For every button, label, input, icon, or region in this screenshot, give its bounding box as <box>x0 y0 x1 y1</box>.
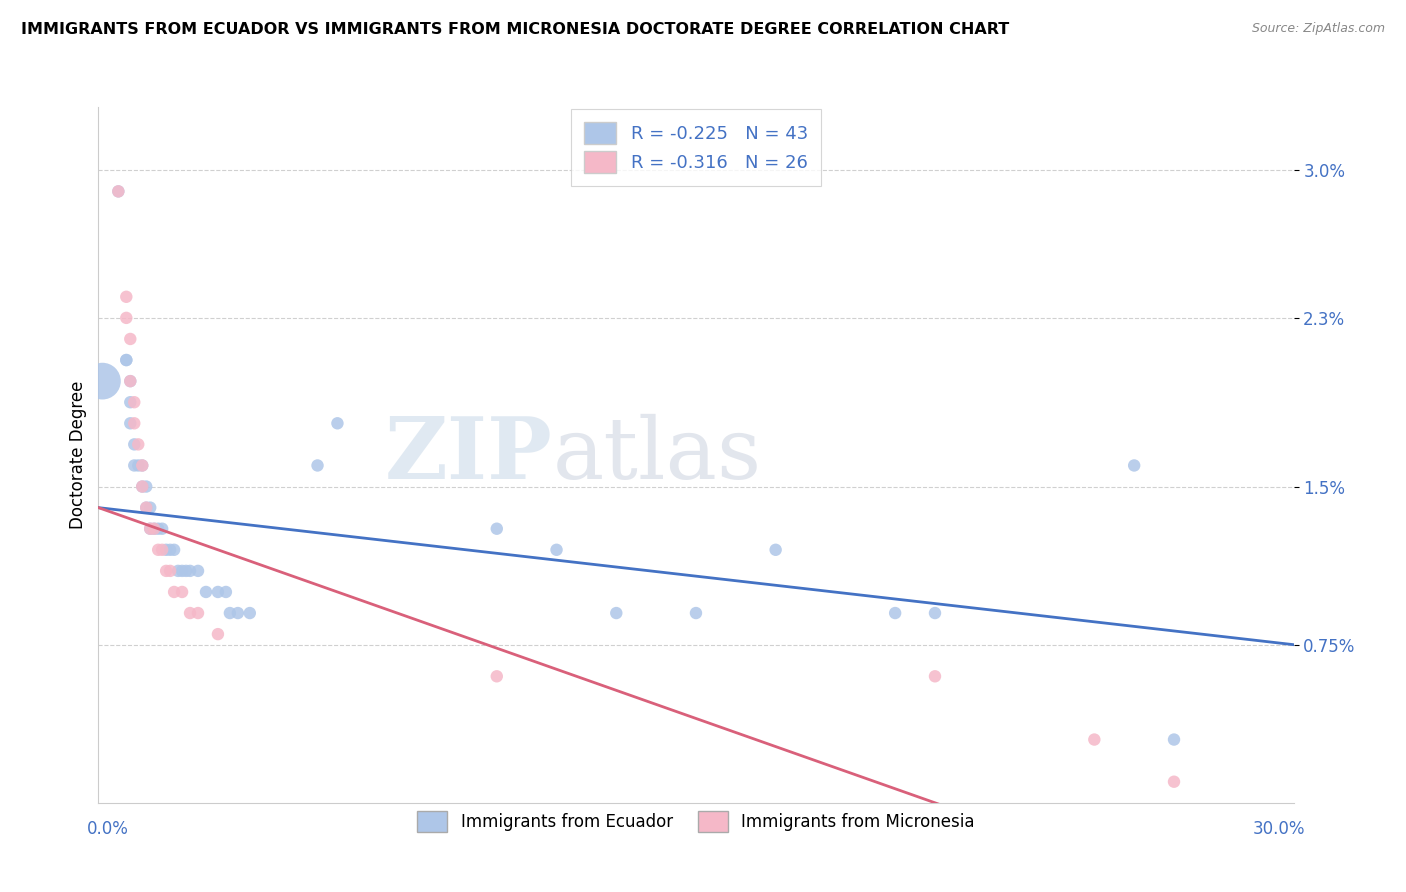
Text: 0.0%: 0.0% <box>87 821 128 838</box>
Point <box>139 522 162 536</box>
Point <box>179 564 201 578</box>
Point <box>226 606 249 620</box>
Point <box>124 458 146 473</box>
Point <box>1163 732 1185 747</box>
Point <box>131 479 153 493</box>
Point <box>124 437 146 451</box>
Point <box>124 395 146 409</box>
Point <box>215 585 238 599</box>
Point <box>485 522 508 536</box>
Point <box>124 417 146 431</box>
Point <box>120 395 142 409</box>
Point <box>135 500 157 515</box>
Point <box>131 458 153 473</box>
Point <box>207 627 229 641</box>
Point <box>155 542 177 557</box>
Point <box>120 374 142 388</box>
Point <box>1083 732 1105 747</box>
Point <box>924 669 946 683</box>
Point <box>115 290 138 304</box>
Point <box>924 606 946 620</box>
Point <box>127 437 149 451</box>
Point <box>167 564 190 578</box>
Point <box>135 500 157 515</box>
Point <box>1123 458 1146 473</box>
Point <box>172 564 194 578</box>
Point <box>143 522 166 536</box>
Point <box>150 542 173 557</box>
Text: atlas: atlas <box>553 413 762 497</box>
Point <box>115 353 138 368</box>
Point <box>307 458 329 473</box>
Point <box>120 417 142 431</box>
Point <box>107 185 129 199</box>
Y-axis label: Doctorate Degree: Doctorate Degree <box>69 381 87 529</box>
Point <box>174 564 197 578</box>
Point <box>685 606 707 620</box>
Point <box>115 353 138 368</box>
Point <box>107 185 129 199</box>
Point <box>131 458 153 473</box>
Point <box>207 585 229 599</box>
Text: 30.0%: 30.0% <box>1253 821 1306 838</box>
Point <box>187 564 209 578</box>
Point <box>239 606 262 620</box>
Legend: Immigrants from Ecuador, Immigrants from Micronesia: Immigrants from Ecuador, Immigrants from… <box>406 799 986 843</box>
Point <box>1163 774 1185 789</box>
Point <box>884 606 907 620</box>
Point <box>139 500 162 515</box>
Point <box>139 522 162 536</box>
Point <box>163 542 186 557</box>
Point <box>148 542 170 557</box>
Point <box>163 585 186 599</box>
Point <box>135 479 157 493</box>
Point <box>195 585 218 599</box>
Point <box>546 542 568 557</box>
Point <box>131 479 153 493</box>
Point <box>155 564 177 578</box>
Point <box>91 374 114 388</box>
Point <box>127 458 149 473</box>
Text: Source: ZipAtlas.com: Source: ZipAtlas.com <box>1251 22 1385 36</box>
Point <box>115 310 138 325</box>
Point <box>219 606 242 620</box>
Point <box>120 332 142 346</box>
Text: ZIP: ZIP <box>385 413 553 497</box>
Point <box>187 606 209 620</box>
Point <box>605 606 627 620</box>
Point <box>159 542 181 557</box>
Point <box>159 564 181 578</box>
Point <box>485 669 508 683</box>
Point <box>326 417 349 431</box>
Point <box>179 606 201 620</box>
Point <box>172 585 194 599</box>
Point <box>148 522 170 536</box>
Text: IMMIGRANTS FROM ECUADOR VS IMMIGRANTS FROM MICRONESIA DOCTORATE DEGREE CORRELATI: IMMIGRANTS FROM ECUADOR VS IMMIGRANTS FR… <box>21 22 1010 37</box>
Point <box>150 522 173 536</box>
Point <box>120 374 142 388</box>
Point <box>143 522 166 536</box>
Point <box>765 542 787 557</box>
